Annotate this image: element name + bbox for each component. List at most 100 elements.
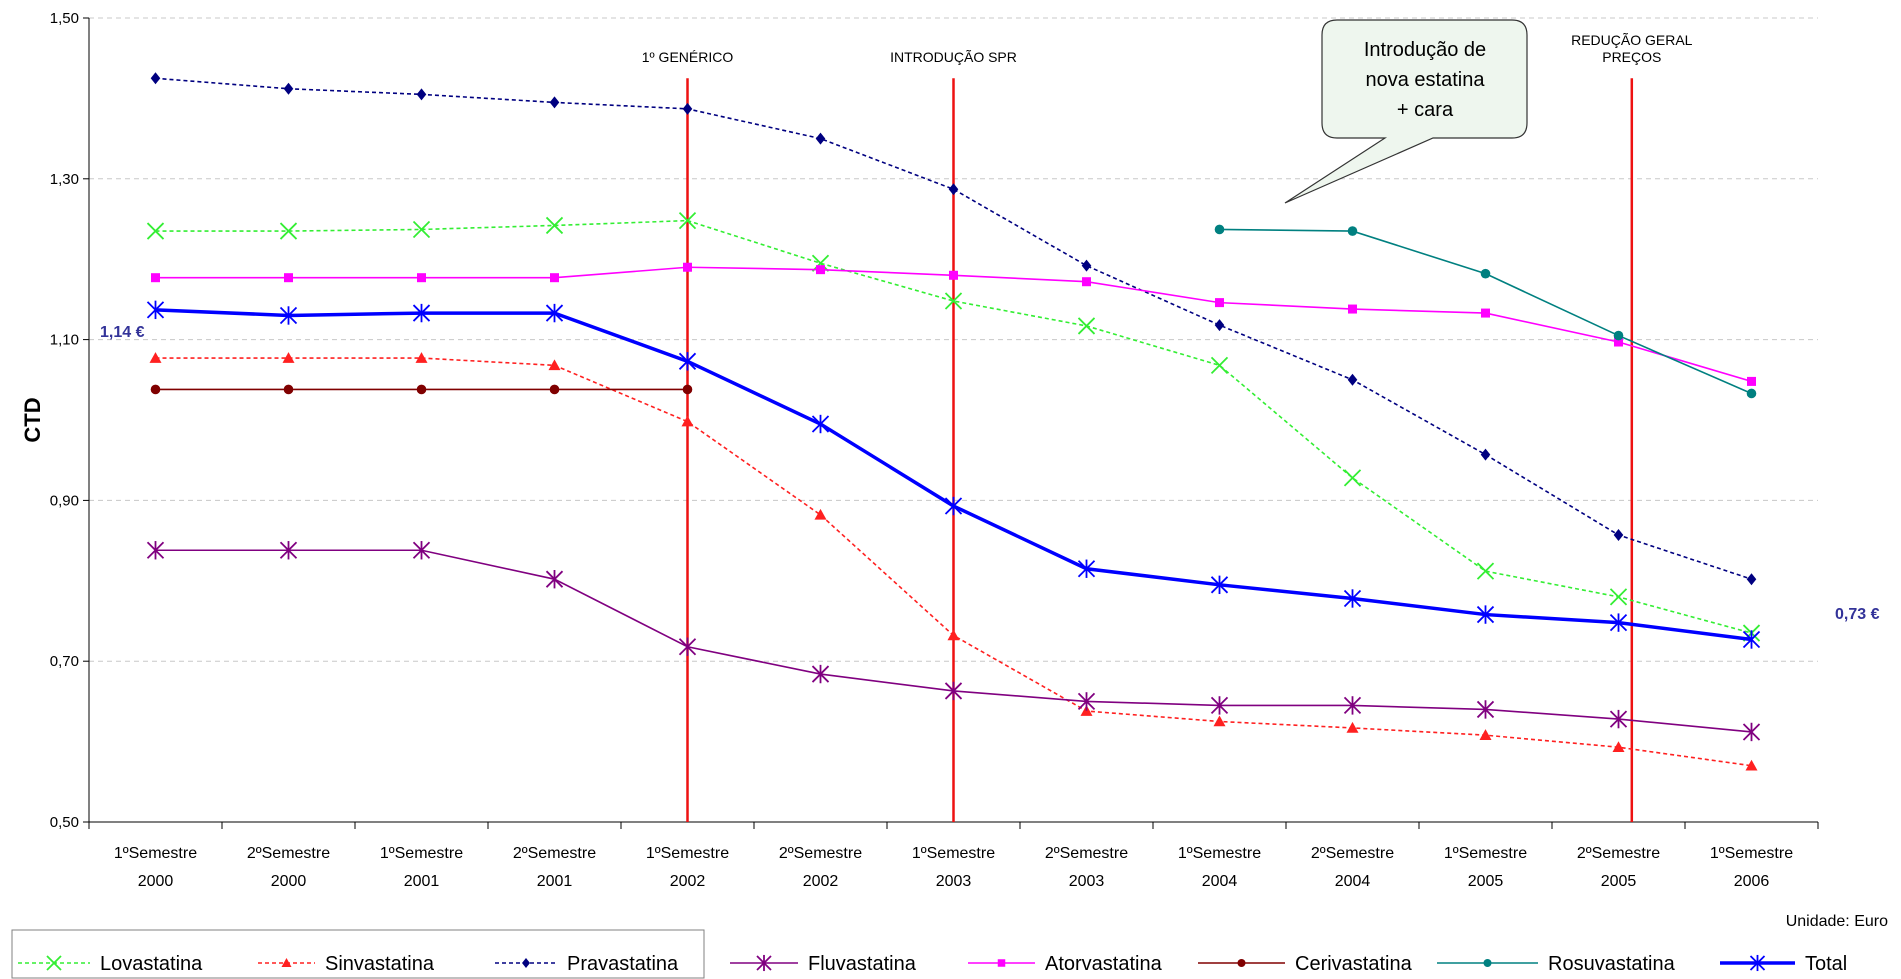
data-point: [1742, 630, 1761, 649]
legend-label: Rosuvastatina: [1548, 953, 1676, 975]
data-point: [811, 254, 830, 272]
data-point: [1343, 696, 1362, 715]
data-point: [283, 384, 294, 395]
x-tick-label: 2ºSemestre: [1311, 845, 1394, 862]
legend-item-sinvastatina: Sinvastatina: [258, 953, 435, 975]
legend-item-rosuvastatina: Rosuvastatina: [1437, 953, 1676, 975]
x-tick-label: 1ºSemestre: [1178, 845, 1261, 862]
legend-marker: [1483, 959, 1492, 967]
series-sinvastatina: [149, 352, 1758, 771]
y-tick-label: 1,30: [50, 171, 79, 188]
data-point: [1214, 319, 1225, 332]
data-point: [1348, 304, 1357, 314]
x-tick-label-year: 2003: [936, 873, 972, 890]
data-point: [149, 352, 162, 363]
data-point: [545, 303, 564, 323]
series-fluvastatina: [146, 541, 1761, 742]
data-point: [1479, 729, 1492, 740]
callout-text: Introdução de: [1364, 39, 1486, 61]
data-point: [678, 352, 697, 371]
data-point: [417, 273, 426, 283]
data-point: [146, 541, 165, 560]
data-point: [279, 541, 298, 560]
data-point: [1480, 448, 1491, 461]
data-point: [1082, 277, 1091, 287]
x-tick-label: 1ºSemestre: [1444, 845, 1527, 862]
callout-text: + cara: [1397, 99, 1454, 121]
unit-note: Unidade: Euro: [1786, 913, 1888, 930]
data-point: [1480, 268, 1491, 279]
data-point: [1609, 613, 1628, 632]
callout-bubble: Introdução de nova estatina + cara: [1284, 19, 1528, 204]
x-tick-label-year: 2002: [670, 873, 706, 890]
data-point: [1210, 356, 1229, 374]
legend-marker: [46, 955, 62, 971]
data-point: [816, 265, 825, 275]
data-point: [150, 384, 161, 395]
data-point: [545, 569, 564, 589]
data-point: [1215, 298, 1224, 308]
data-point: [282, 352, 295, 363]
series-rosuvastatina: [1214, 224, 1757, 399]
data-point: [681, 415, 694, 427]
data-point: [1609, 588, 1628, 606]
legend-item-total: Total: [1720, 953, 1847, 975]
x-tick-label: 1ºSemestre: [646, 845, 729, 862]
data-point: [416, 88, 427, 101]
data-point: [549, 96, 560, 109]
data-point: [1613, 528, 1624, 541]
legend-label: Fluvastatina: [808, 953, 917, 975]
event-label: REDUÇÃO GERAL: [1571, 32, 1693, 48]
data-point: [545, 216, 564, 235]
start-value-label: 1,14 €: [100, 324, 145, 341]
x-tick-label-year: 2000: [138, 873, 174, 890]
x-tick-label-year: 2005: [1468, 873, 1504, 890]
callout-shape: [1284, 19, 1528, 204]
x-tick-label-year: 2001: [404, 873, 440, 890]
x-tick-label: 1ºSemestre: [912, 845, 995, 862]
data-point: [1077, 559, 1096, 578]
data-point: [947, 629, 960, 641]
legend-marker: [522, 958, 530, 968]
data-point: [1747, 376, 1756, 386]
data-point: [1343, 469, 1362, 487]
data-point: [1614, 337, 1623, 347]
data-point: [1609, 709, 1628, 729]
data-point: [814, 508, 827, 520]
data-point: [1210, 575, 1229, 595]
x-tick-label: 2ºSemestre: [513, 845, 596, 862]
legend-item-fluvastatina: Fluvastatina: [730, 953, 917, 975]
annotations: 1,14 € 0,73 € Introdução de nova estatina + …: [100, 19, 1880, 623]
data-point: [1346, 721, 1359, 733]
legend-box: [11, 929, 705, 979]
data-point: [944, 292, 963, 310]
data-point: [146, 222, 165, 240]
data-point: [683, 262, 692, 272]
legend: Lovastatina Sinvastatina Pravastatina Fluva…: [11, 929, 1847, 979]
legend-marker: [281, 958, 292, 967]
data-point: [279, 306, 298, 325]
legend-label: Atorvastatina: [1045, 953, 1163, 975]
legend-marker: [997, 959, 1006, 967]
data-point: [1742, 722, 1761, 742]
legend-label: Lovastatina: [100, 953, 203, 975]
x-tick-label: 1ºSemestre: [380, 845, 463, 862]
data-point: [416, 384, 427, 395]
x-tick-label-year: 2003: [1069, 873, 1105, 890]
legend-item-lovastatina: Lovastatina: [18, 953, 203, 975]
legend-marker: [1237, 959, 1246, 967]
x-tick-label: 2ºSemestre: [779, 845, 862, 862]
callout-text: nova estatina: [1366, 69, 1486, 91]
data-point: [1746, 388, 1757, 399]
data-point: [1746, 573, 1757, 586]
data-point: [1213, 715, 1226, 727]
x-tick-label-year: 2004: [1335, 873, 1371, 890]
end-value-label: 0,73 €: [1835, 606, 1880, 623]
data-point: [284, 273, 293, 283]
data-point: [1347, 373, 1358, 386]
data-point: [549, 384, 560, 395]
series-lovastatina: [146, 211, 1761, 642]
data-point: [1481, 308, 1490, 318]
x-tick-label: 1ºSemestre: [114, 845, 197, 862]
